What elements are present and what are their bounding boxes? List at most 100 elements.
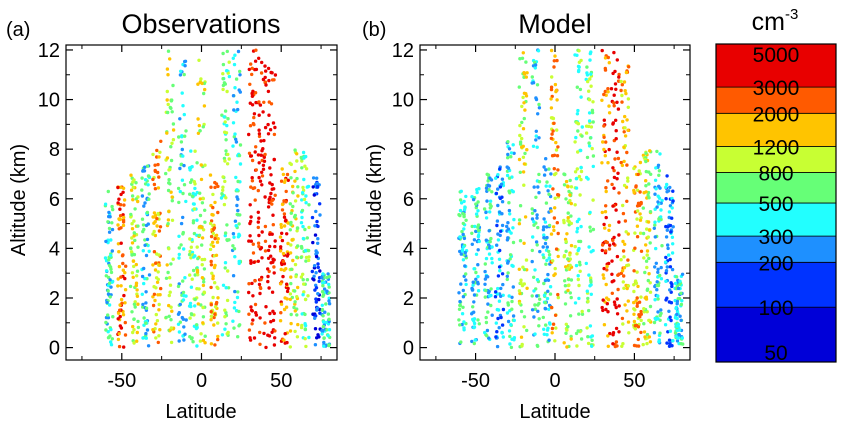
scatter-point [153, 168, 157, 173]
scatter-point [638, 231, 643, 235]
scatter-point [512, 151, 516, 155]
scatter-point [644, 243, 648, 247]
scatter-point [232, 326, 236, 330]
scatter-point [191, 340, 195, 344]
y-axis-label-a: Altitude (km) [8, 144, 30, 256]
scatter-point [615, 177, 619, 181]
scatter-point [259, 153, 263, 157]
scatter-point [546, 278, 551, 282]
scatter-point [664, 269, 669, 273]
scatter-point [652, 331, 657, 335]
scatter-point [151, 232, 155, 236]
scatter-point [177, 234, 181, 238]
scatter-point [146, 344, 151, 348]
scatter-point [292, 305, 296, 310]
scatter-point [575, 344, 579, 348]
scatter-point [632, 312, 636, 316]
scatter-point [506, 261, 510, 265]
scatter-point [159, 286, 163, 291]
scatter-point [623, 126, 627, 130]
scatter-point [665, 228, 669, 232]
colorbar-frame [715, 43, 837, 363]
scatter-point [131, 185, 135, 189]
scatter-point [156, 162, 160, 167]
scatter-point [119, 284, 123, 288]
scatter-point [312, 278, 316, 282]
scatter-point [605, 268, 609, 272]
scatter-point [602, 147, 606, 152]
scatter-point [322, 340, 326, 345]
scatter-point [257, 161, 261, 165]
scatter-point [604, 282, 608, 287]
scatter-point [657, 217, 661, 221]
scatter-point [307, 203, 311, 207]
scatter-point [289, 211, 293, 215]
scatter-point [617, 75, 621, 79]
scatter-point [487, 252, 492, 256]
scatter-point [517, 222, 522, 226]
scatter-point [470, 242, 474, 246]
scatter-point [506, 319, 511, 324]
scatter-point [221, 72, 225, 76]
scatter-point [304, 259, 308, 263]
scatter-point [550, 154, 555, 158]
scatter-point [647, 182, 651, 186]
scatter-point [249, 239, 253, 243]
scatter-point [189, 285, 194, 289]
scatter-point [209, 263, 214, 267]
scatter-point [263, 224, 268, 229]
scatter-point [136, 325, 141, 330]
scatter-point [536, 112, 540, 116]
scatter-point [231, 121, 236, 125]
scatter-point [626, 105, 630, 110]
scatter-point [227, 74, 232, 79]
y-tick-label: 8 [49, 139, 60, 161]
scatter-point [325, 275, 329, 280]
scatter-point [296, 322, 300, 327]
scatter-point [193, 254, 197, 258]
scatter-point [200, 257, 204, 262]
scatter-point [577, 49, 581, 53]
scatter-point [215, 285, 219, 289]
scatter-point [209, 185, 213, 189]
scatter-point [104, 274, 109, 278]
scatter-point [623, 89, 627, 93]
scatter-point [267, 78, 271, 83]
scatter-point [656, 200, 660, 204]
scatter-point [267, 113, 271, 117]
scatter-point [615, 100, 619, 105]
scatter-point [234, 140, 239, 144]
scatter-point [518, 170, 522, 174]
scatter-point [544, 184, 548, 188]
scatter-point [157, 155, 161, 159]
scatter-point [510, 299, 514, 304]
scatter-point [253, 279, 257, 283]
scatter-point [235, 100, 239, 104]
scatter-point [237, 324, 241, 328]
scatter-point [494, 335, 498, 339]
scatter-point [257, 134, 262, 139]
scatter-point [508, 212, 512, 216]
scatter-point [617, 72, 621, 77]
scatter-point [167, 209, 171, 214]
scatter-point [568, 178, 572, 183]
scatter-point [182, 112, 186, 117]
scatter-point [293, 199, 298, 203]
scatter-point [633, 231, 637, 235]
scatter-point [259, 277, 263, 282]
scatter-point [133, 238, 137, 243]
scatter-point [183, 134, 187, 138]
scatter-point [202, 291, 207, 295]
scatter-point [544, 262, 548, 266]
scatter-point [284, 189, 288, 194]
scatter-point [227, 60, 231, 64]
scatter-point [607, 104, 611, 108]
scatter-point [152, 229, 156, 234]
scatter-point [116, 201, 120, 205]
scatter-point [155, 148, 159, 153]
scatter-point [620, 100, 624, 104]
scatter-point [569, 334, 573, 339]
scatter-point [554, 89, 558, 94]
scatter-point [232, 108, 236, 112]
scatter-point [579, 165, 583, 170]
